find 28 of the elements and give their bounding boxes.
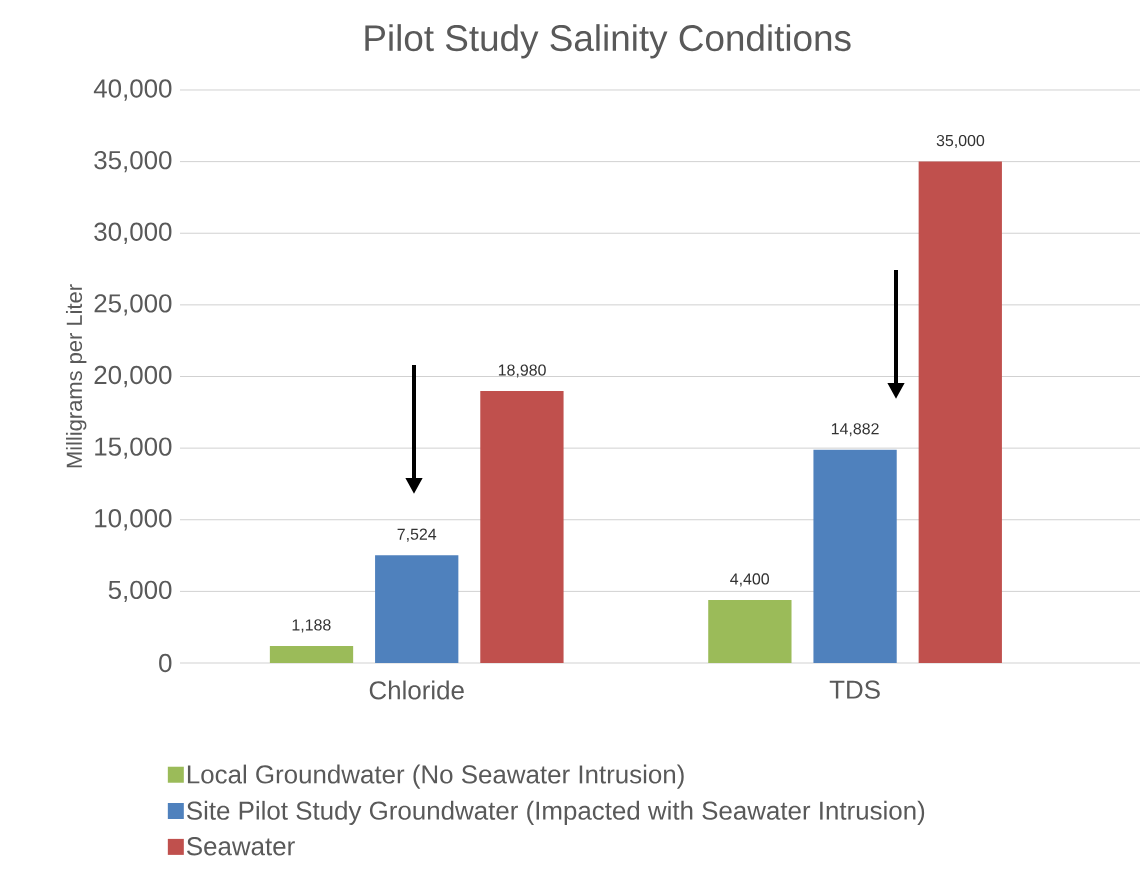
y-tick-label: 35,000 bbox=[94, 150, 172, 173]
data-label: 7,524 bbox=[397, 528, 437, 542]
x-tick-label: Chloride bbox=[369, 680, 464, 700]
y-tick-label: 25,000 bbox=[94, 294, 172, 316]
y-tick-label: 20,000 bbox=[94, 365, 172, 388]
legend-label: Site Pilot Study Groundwater (Impacted with Seawater Intrusion) bbox=[186, 800, 925, 825]
chart-title: Pilot Study Salinity Conditions bbox=[365, 24, 851, 59]
bar bbox=[375, 555, 459, 663]
y-tick-label: 30,000 bbox=[94, 222, 172, 244]
bar bbox=[269, 645, 354, 663]
bar bbox=[813, 449, 897, 663]
bar bbox=[708, 599, 792, 663]
legend-label: Local Groundwater (No Seawater Intrusion) bbox=[187, 764, 684, 789]
y-tick-label: 0 bbox=[159, 653, 172, 673]
bar bbox=[480, 391, 564, 663]
legend-label: Seawater bbox=[186, 837, 295, 856]
data-label: 4,400 bbox=[730, 573, 770, 587]
data-label: 18,980 bbox=[498, 364, 546, 378]
y-tick-label: 15,000 bbox=[95, 437, 172, 459]
x-tick-label: TDS bbox=[829, 680, 880, 699]
bar bbox=[918, 161, 1002, 663]
y-tick-label: 10,000 bbox=[95, 509, 172, 531]
data-label: 14,882 bbox=[831, 423, 879, 437]
data-label: 35,000 bbox=[936, 134, 985, 149]
y-tick-label: 5,000 bbox=[108, 580, 172, 603]
y-axis-title: Milligrams per Liter bbox=[65, 284, 87, 468]
y-tick-label: 40,000 bbox=[93, 79, 172, 101]
data-label: 1,188 bbox=[292, 619, 331, 633]
